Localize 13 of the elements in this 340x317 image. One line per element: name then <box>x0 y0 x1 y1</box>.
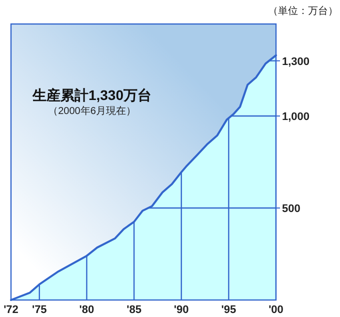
x-tick-label: '90 <box>174 304 189 316</box>
y-axis-title: （単位：万台） <box>268 5 338 17</box>
y-tick-label: 500 <box>282 203 300 215</box>
text: 生産累計1,330万台 <box>31 87 152 103</box>
y-tick-label: 1,000 <box>282 111 310 123</box>
x-tick-label: '75 <box>32 304 47 316</box>
text: （2000年6月現在） <box>48 105 136 117</box>
x-tick-label: '00 <box>268 304 284 316</box>
y-tick-label: 1,300 <box>282 56 310 68</box>
x-tick-label: '80 <box>79 304 94 316</box>
x-tick-label: '72 <box>4 304 18 316</box>
x-tick-label: '85 <box>126 304 142 316</box>
x-tick-label: '95 <box>221 304 236 316</box>
